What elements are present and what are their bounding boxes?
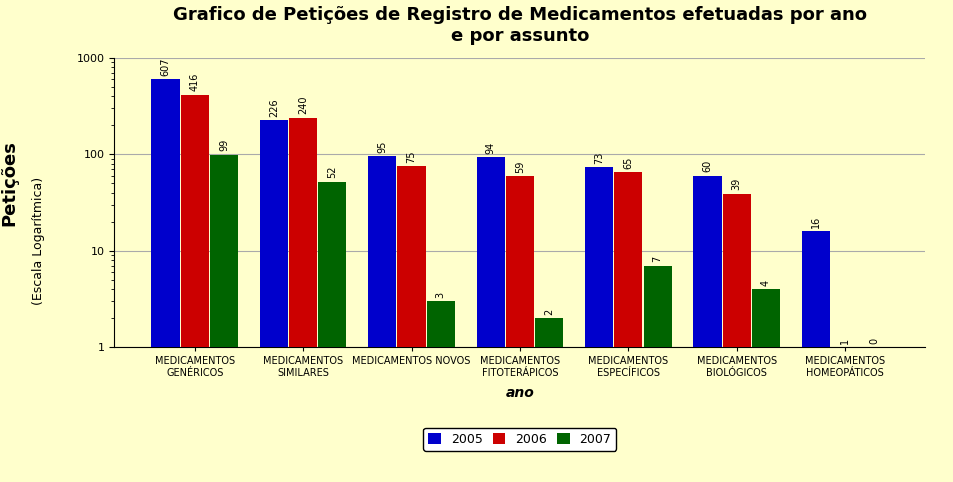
Legend: 2005, 2006, 2007: 2005, 2006, 2007 (423, 428, 616, 451)
Bar (397, 166, 425, 482)
Text: (Escala Logarítmica): (Escala Logarítmica) (31, 177, 45, 305)
Bar (693, 175, 720, 482)
Text: 240: 240 (297, 96, 308, 114)
Bar (152, 79, 179, 482)
Bar (180, 94, 209, 482)
Text: 95: 95 (376, 141, 387, 153)
Title: Grafico de Petições de Registro de Medicamentos efetuadas por ano
e por assunto: Grafico de Petições de Registro de Medic… (172, 6, 866, 45)
Bar (476, 157, 504, 482)
Text: 73: 73 (594, 152, 603, 164)
Bar (614, 172, 641, 482)
Text: 75: 75 (406, 150, 416, 163)
Bar (259, 120, 288, 482)
Bar (860, 362, 887, 482)
Text: 2: 2 (543, 308, 554, 315)
Text: 39: 39 (731, 178, 741, 190)
Bar (210, 155, 238, 482)
Text: 0: 0 (868, 338, 879, 344)
Text: 59: 59 (515, 161, 524, 173)
Text: 94: 94 (485, 141, 496, 154)
Text: 65: 65 (622, 157, 633, 169)
Bar (801, 231, 829, 482)
Text: Petições: Petições (1, 140, 18, 226)
Bar (318, 182, 346, 482)
Bar (584, 167, 613, 482)
Text: 226: 226 (269, 98, 278, 117)
Text: 3: 3 (436, 292, 445, 298)
Bar (751, 289, 780, 482)
Text: 7: 7 (652, 256, 662, 262)
Bar (830, 347, 859, 482)
Text: 416: 416 (190, 73, 199, 91)
Text: 16: 16 (810, 215, 820, 228)
Bar (368, 156, 395, 482)
X-axis label: ano: ano (505, 386, 534, 400)
Bar (289, 118, 316, 482)
Bar (505, 176, 534, 482)
Text: 4: 4 (760, 280, 770, 286)
Text: 99: 99 (219, 139, 229, 151)
Text: 60: 60 (701, 160, 712, 173)
Bar (722, 194, 750, 482)
Text: 1: 1 (840, 338, 849, 344)
Bar (643, 266, 671, 482)
Text: 52: 52 (327, 166, 337, 178)
Text: 607: 607 (160, 57, 171, 76)
Bar (426, 301, 455, 482)
Bar (535, 318, 562, 482)
